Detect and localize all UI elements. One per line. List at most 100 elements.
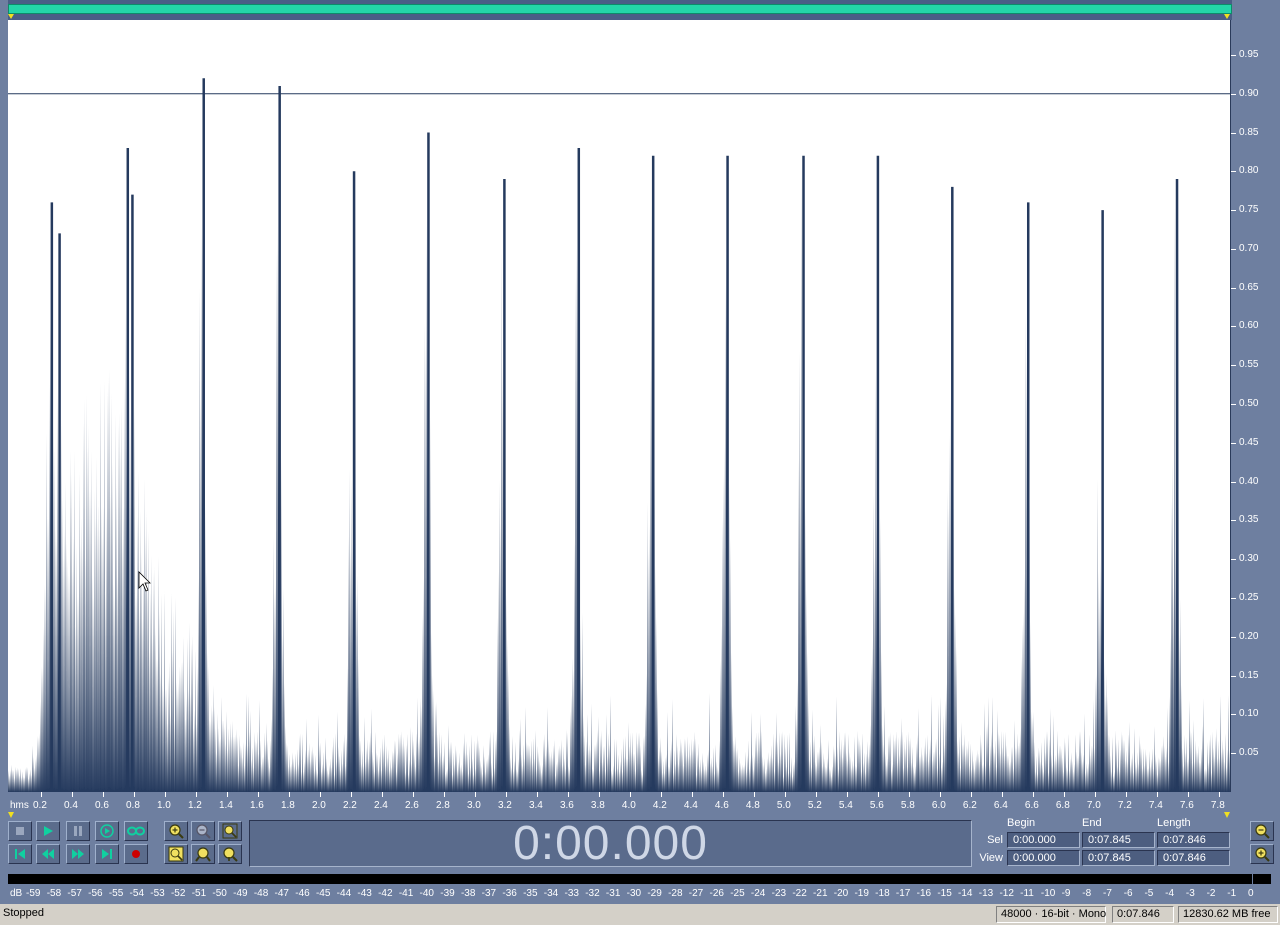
amplitude-tick — [1231, 675, 1236, 677]
zoom-in-button[interactable] — [164, 821, 188, 841]
meter-label: -53 — [150, 888, 165, 899]
selection-start-marker-icon[interactable] — [8, 812, 14, 818]
meter-label: -58 — [46, 888, 62, 899]
amplitude-label: 0.80 — [1239, 165, 1259, 177]
overview-visible-range[interactable] — [8, 4, 1232, 14]
time-label: 1.0 — [156, 800, 171, 811]
meter-label: -15 — [937, 888, 952, 899]
amplitude-tick — [1231, 714, 1236, 716]
meter-label: -46 — [295, 888, 310, 899]
amplitude-label: 0.15 — [1239, 669, 1259, 681]
time-label: 4.6 — [714, 800, 729, 811]
time-tick — [164, 792, 166, 797]
time-tick — [691, 792, 693, 797]
zoom-left-button[interactable] — [191, 844, 215, 864]
waveform-canvas[interactable] — [8, 20, 1230, 792]
zoom-out-button[interactable] — [191, 821, 215, 841]
overview-start-marker-icon — [8, 14, 14, 19]
time-label: 0.4 — [63, 800, 78, 811]
time-label: 5.0 — [776, 800, 791, 811]
fast-forward-button[interactable] — [66, 844, 90, 864]
time-tick — [970, 792, 972, 797]
go-to-start-button[interactable] — [8, 844, 32, 864]
zoom-full-button[interactable] — [218, 821, 242, 841]
time-label: 1.8 — [280, 800, 295, 811]
meter-label: -5 — [1144, 888, 1154, 899]
play-to-end-button[interactable] — [95, 821, 119, 841]
time-tick — [908, 792, 910, 797]
play-to-end-icon — [100, 824, 114, 838]
time-tick — [722, 792, 724, 797]
overview-strip[interactable] — [8, 0, 1232, 20]
zoom-right-button[interactable] — [218, 844, 242, 864]
meter-label: -25 — [730, 888, 745, 899]
time-tick — [505, 792, 507, 797]
zoom-selection-button[interactable] — [164, 844, 188, 864]
time-display: 0:00.000 — [249, 820, 972, 868]
view-length-field[interactable]: 0:07.846 — [1157, 850, 1230, 866]
amplitude-tick — [1231, 54, 1236, 56]
time-tick — [226, 792, 228, 797]
pause-button[interactable] — [66, 821, 90, 841]
begin-header: Begin — [1007, 817, 1036, 829]
time-tick — [784, 792, 786, 797]
amplitude-tick — [1231, 636, 1236, 638]
zoom-selection-icon — [168, 846, 184, 862]
stop-button[interactable] — [8, 821, 32, 841]
selection-view-panel: Begin End Length Sel 0:00.000 0:07.845 0… — [977, 816, 1239, 868]
time-label: 7.0 — [1086, 800, 1101, 811]
time-label: 3.2 — [497, 800, 512, 811]
meter-label: -12 — [999, 888, 1014, 899]
meter-label: -18 — [875, 888, 890, 899]
meter-label: -4 — [1165, 888, 1175, 899]
amplitude-label: 0.05 — [1239, 747, 1259, 759]
time-label: 4.8 — [745, 800, 760, 811]
play-button[interactable] — [36, 821, 60, 841]
time-tick — [40, 792, 42, 797]
selection-end-marker-icon[interactable] — [1224, 812, 1230, 818]
amplitude-label: 0.90 — [1239, 87, 1259, 99]
meter-label: -8 — [1082, 888, 1092, 899]
time-label: 2.6 — [404, 800, 419, 811]
waveform-display[interactable] — [8, 20, 1230, 792]
zoom-in-vertical-button[interactable] — [1250, 821, 1274, 841]
zoom-out-vertical-button[interactable] — [1250, 844, 1274, 864]
meter-label: -35 — [523, 888, 538, 899]
loop-button[interactable] — [124, 821, 148, 841]
end-header: End — [1082, 817, 1102, 829]
amplitude-label: 0.50 — [1239, 398, 1259, 410]
meter-label: -19 — [854, 888, 869, 899]
go-to-end-icon — [102, 849, 112, 859]
meter-label: -31 — [605, 888, 621, 899]
rewind-button[interactable] — [36, 844, 60, 864]
meter-label: -26 — [709, 888, 724, 899]
sel-begin-field[interactable]: 0:00.000 — [1007, 832, 1080, 848]
meter-label: -48 — [253, 888, 269, 899]
go-to-end-button[interactable] — [95, 844, 119, 864]
time-label: 4.0 — [621, 800, 636, 811]
meter-label: -30 — [626, 888, 642, 899]
time-label: 6.2 — [962, 800, 977, 811]
amplitude-label: 0.70 — [1239, 242, 1259, 254]
time-label: 6.0 — [931, 800, 946, 811]
zoom-out-icon — [196, 824, 211, 839]
view-begin-field[interactable]: 0:00.000 — [1007, 850, 1080, 866]
meter-label: -2 — [1206, 888, 1216, 899]
time-tick — [660, 792, 662, 797]
view-end-field[interactable]: 0:07.845 — [1082, 850, 1155, 866]
meter-label: -10 — [1040, 888, 1056, 899]
time-ruler[interactable]: hms 0.2 0.4 0.6 0.8 1.0 1.2 1.4 1.6 1.8 2.0 2.2 2.4… — [8, 792, 1230, 812]
meter-label: -23 — [771, 888, 787, 899]
time-tick — [319, 792, 321, 797]
record-button[interactable] — [124, 844, 148, 864]
time-label: 1.6 — [249, 800, 264, 811]
meter-label: -55 — [108, 888, 124, 899]
meter-label: -1 — [1227, 888, 1237, 899]
sel-length-field[interactable]: 0:07.846 — [1157, 832, 1230, 848]
time-label: 3.6 — [559, 800, 574, 811]
meter-label: -49 — [233, 888, 248, 899]
time-label: 4.2 — [652, 800, 667, 811]
pause-icon — [74, 826, 82, 836]
meter-label: -33 — [564, 888, 579, 899]
sel-end-field[interactable]: 0:07.845 — [1082, 832, 1155, 848]
